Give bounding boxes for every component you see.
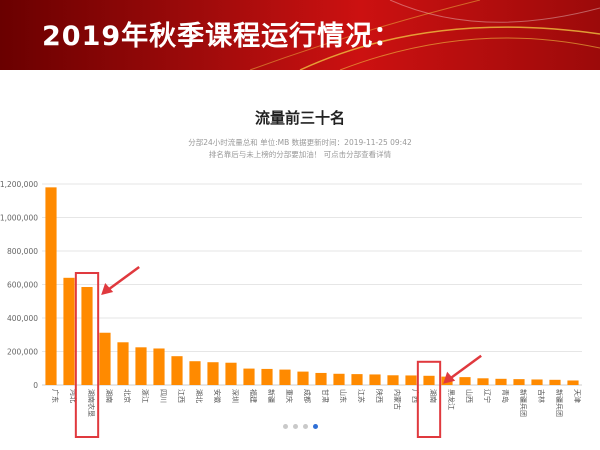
bar[interactable] [297, 371, 309, 385]
y-tick-label: 800,000 [7, 247, 38, 256]
x-tick-label[interactable]: 北京 [123, 389, 132, 403]
bar-chart: 流量前三十名 分部24小时流量总和 单位:MB 数据更新时间：2019-11-2… [0, 109, 582, 439]
pager-dot[interactable] [303, 424, 308, 429]
x-tick-label[interactable]: 黑龙江 [447, 389, 456, 410]
bar[interactable] [279, 369, 291, 385]
pager-dot[interactable] [283, 424, 288, 429]
header-decoration [249, 0, 600, 70]
x-axis-labels: 广东 河北 湖南农垦 湖南 北京 浙江 四川 江西 湖北 安徽 深圳 福建 新疆 重庆 成都 甘肃 山东 江苏 陕西… [51, 389, 581, 417]
x-tick-label[interactable]: 成都 [303, 389, 312, 403]
bar[interactable] [513, 379, 525, 385]
x-tick-label[interactable]: 天津 [573, 389, 581, 403]
bar[interactable] [423, 375, 435, 385]
chart-title: 流量前三十名 [255, 109, 345, 127]
x-tick-label[interactable]: 湖南农垦 [87, 389, 96, 417]
y-tick-label: 400,000 [7, 314, 38, 323]
highlight-box [416, 360, 442, 439]
x-tick-label[interactable]: 陕西 [375, 389, 384, 403]
x-tick-label[interactable]: 新疆 [267, 389, 276, 403]
slide-title: 2019年秋季课程运行情况： [42, 21, 402, 52]
x-tick-label[interactable]: 辽宁 [483, 389, 492, 403]
x-tick-label[interactable]: 河北 [69, 389, 77, 403]
bar[interactable] [171, 356, 183, 385]
bar[interactable] [45, 187, 57, 385]
x-tick-label[interactable]: 四川 [159, 389, 167, 403]
y-tick-label: 1,200,000 [0, 180, 38, 189]
y-tick-label: 0 [33, 381, 38, 390]
x-tick-label[interactable]: 广东 [51, 389, 60, 403]
x-tick-label[interactable]: 江西 [177, 389, 185, 403]
slide-header-banner: 2019年秋季课程运行情况： [0, 0, 600, 70]
x-tick-label[interactable]: 青岛 [501, 389, 510, 403]
bars [45, 187, 579, 385]
arrow-icon [108, 266, 140, 291]
bar[interactable] [261, 368, 273, 385]
x-tick-label[interactable]: 广西 [411, 389, 420, 403]
bar[interactable] [495, 378, 507, 385]
bar[interactable] [531, 379, 543, 385]
x-tick-label[interactable]: 深圳 [231, 389, 240, 403]
x-tick-label[interactable]: 吉林 [537, 389, 546, 403]
x-tick-label[interactable]: 湖南 [105, 389, 114, 403]
bar[interactable] [153, 348, 165, 385]
x-tick-label[interactable]: 重庆 [285, 389, 294, 403]
x-tick-label[interactable]: 浙江 [141, 389, 150, 403]
bar[interactable] [135, 347, 147, 385]
pager-dot[interactable] [293, 424, 298, 429]
bar[interactable] [189, 361, 201, 385]
arrow-icon [450, 354, 482, 379]
bar[interactable] [63, 277, 75, 385]
bar[interactable] [99, 332, 111, 385]
y-tick-label: 1,000,000 [0, 214, 38, 223]
bar[interactable] [351, 374, 363, 385]
x-tick-label[interactable]: 山东 [339, 389, 348, 403]
bar[interactable] [117, 342, 129, 385]
carousel-pager [283, 424, 318, 429]
highlight-box [74, 272, 100, 438]
bar[interactable] [387, 375, 399, 385]
x-tick-label[interactable]: 新疆兵团 [519, 389, 528, 417]
x-tick-label[interactable]: 山西 [465, 389, 474, 403]
bar[interactable] [333, 373, 345, 385]
y-tick-label: 600,000 [7, 281, 38, 290]
arrow-head-icon [443, 371, 456, 384]
bar[interactable] [225, 362, 237, 385]
x-tick-label[interactable]: 江苏 [357, 389, 366, 403]
bar[interactable] [369, 374, 381, 385]
x-tick-label[interactable]: 内蒙古 [393, 389, 402, 410]
pager-dot[interactable] [313, 424, 318, 429]
bar[interactable] [567, 380, 579, 385]
bar[interactable] [207, 362, 219, 385]
bar[interactable] [243, 368, 255, 385]
bar[interactable] [459, 377, 471, 385]
x-tick-label[interactable]: 安徽 [213, 389, 222, 403]
bar[interactable] [405, 375, 417, 385]
bar[interactable] [315, 372, 327, 385]
x-tick-label[interactable]: 甘肃 [321, 389, 330, 403]
bar[interactable] [477, 378, 489, 385]
x-tick-label[interactable]: 湖南 [429, 389, 438, 403]
chart-subtitle-line-2: 排名靠后与未上榜的分部要加油！ 可点击分部查看详情 [209, 149, 392, 159]
x-tick-label[interactable]: 湖北 [195, 389, 204, 403]
annotations [74, 266, 482, 439]
arrow-head-icon [101, 283, 114, 296]
chart-subtitle-line-1: 分部24小时流量总和 单位:MB 数据更新时间：2019-11-25 09:42 [188, 137, 412, 147]
x-tick-label[interactable]: 新疆兵团 [555, 389, 564, 417]
bar[interactable] [549, 379, 561, 385]
y-tick-label: 200,000 [7, 348, 38, 357]
bar[interactable] [81, 287, 93, 385]
y-grid: 0 200,000 400,000 600,000 800,000 1,000,000 1,… [0, 180, 582, 390]
x-tick-label[interactable]: 福建 [249, 389, 258, 403]
